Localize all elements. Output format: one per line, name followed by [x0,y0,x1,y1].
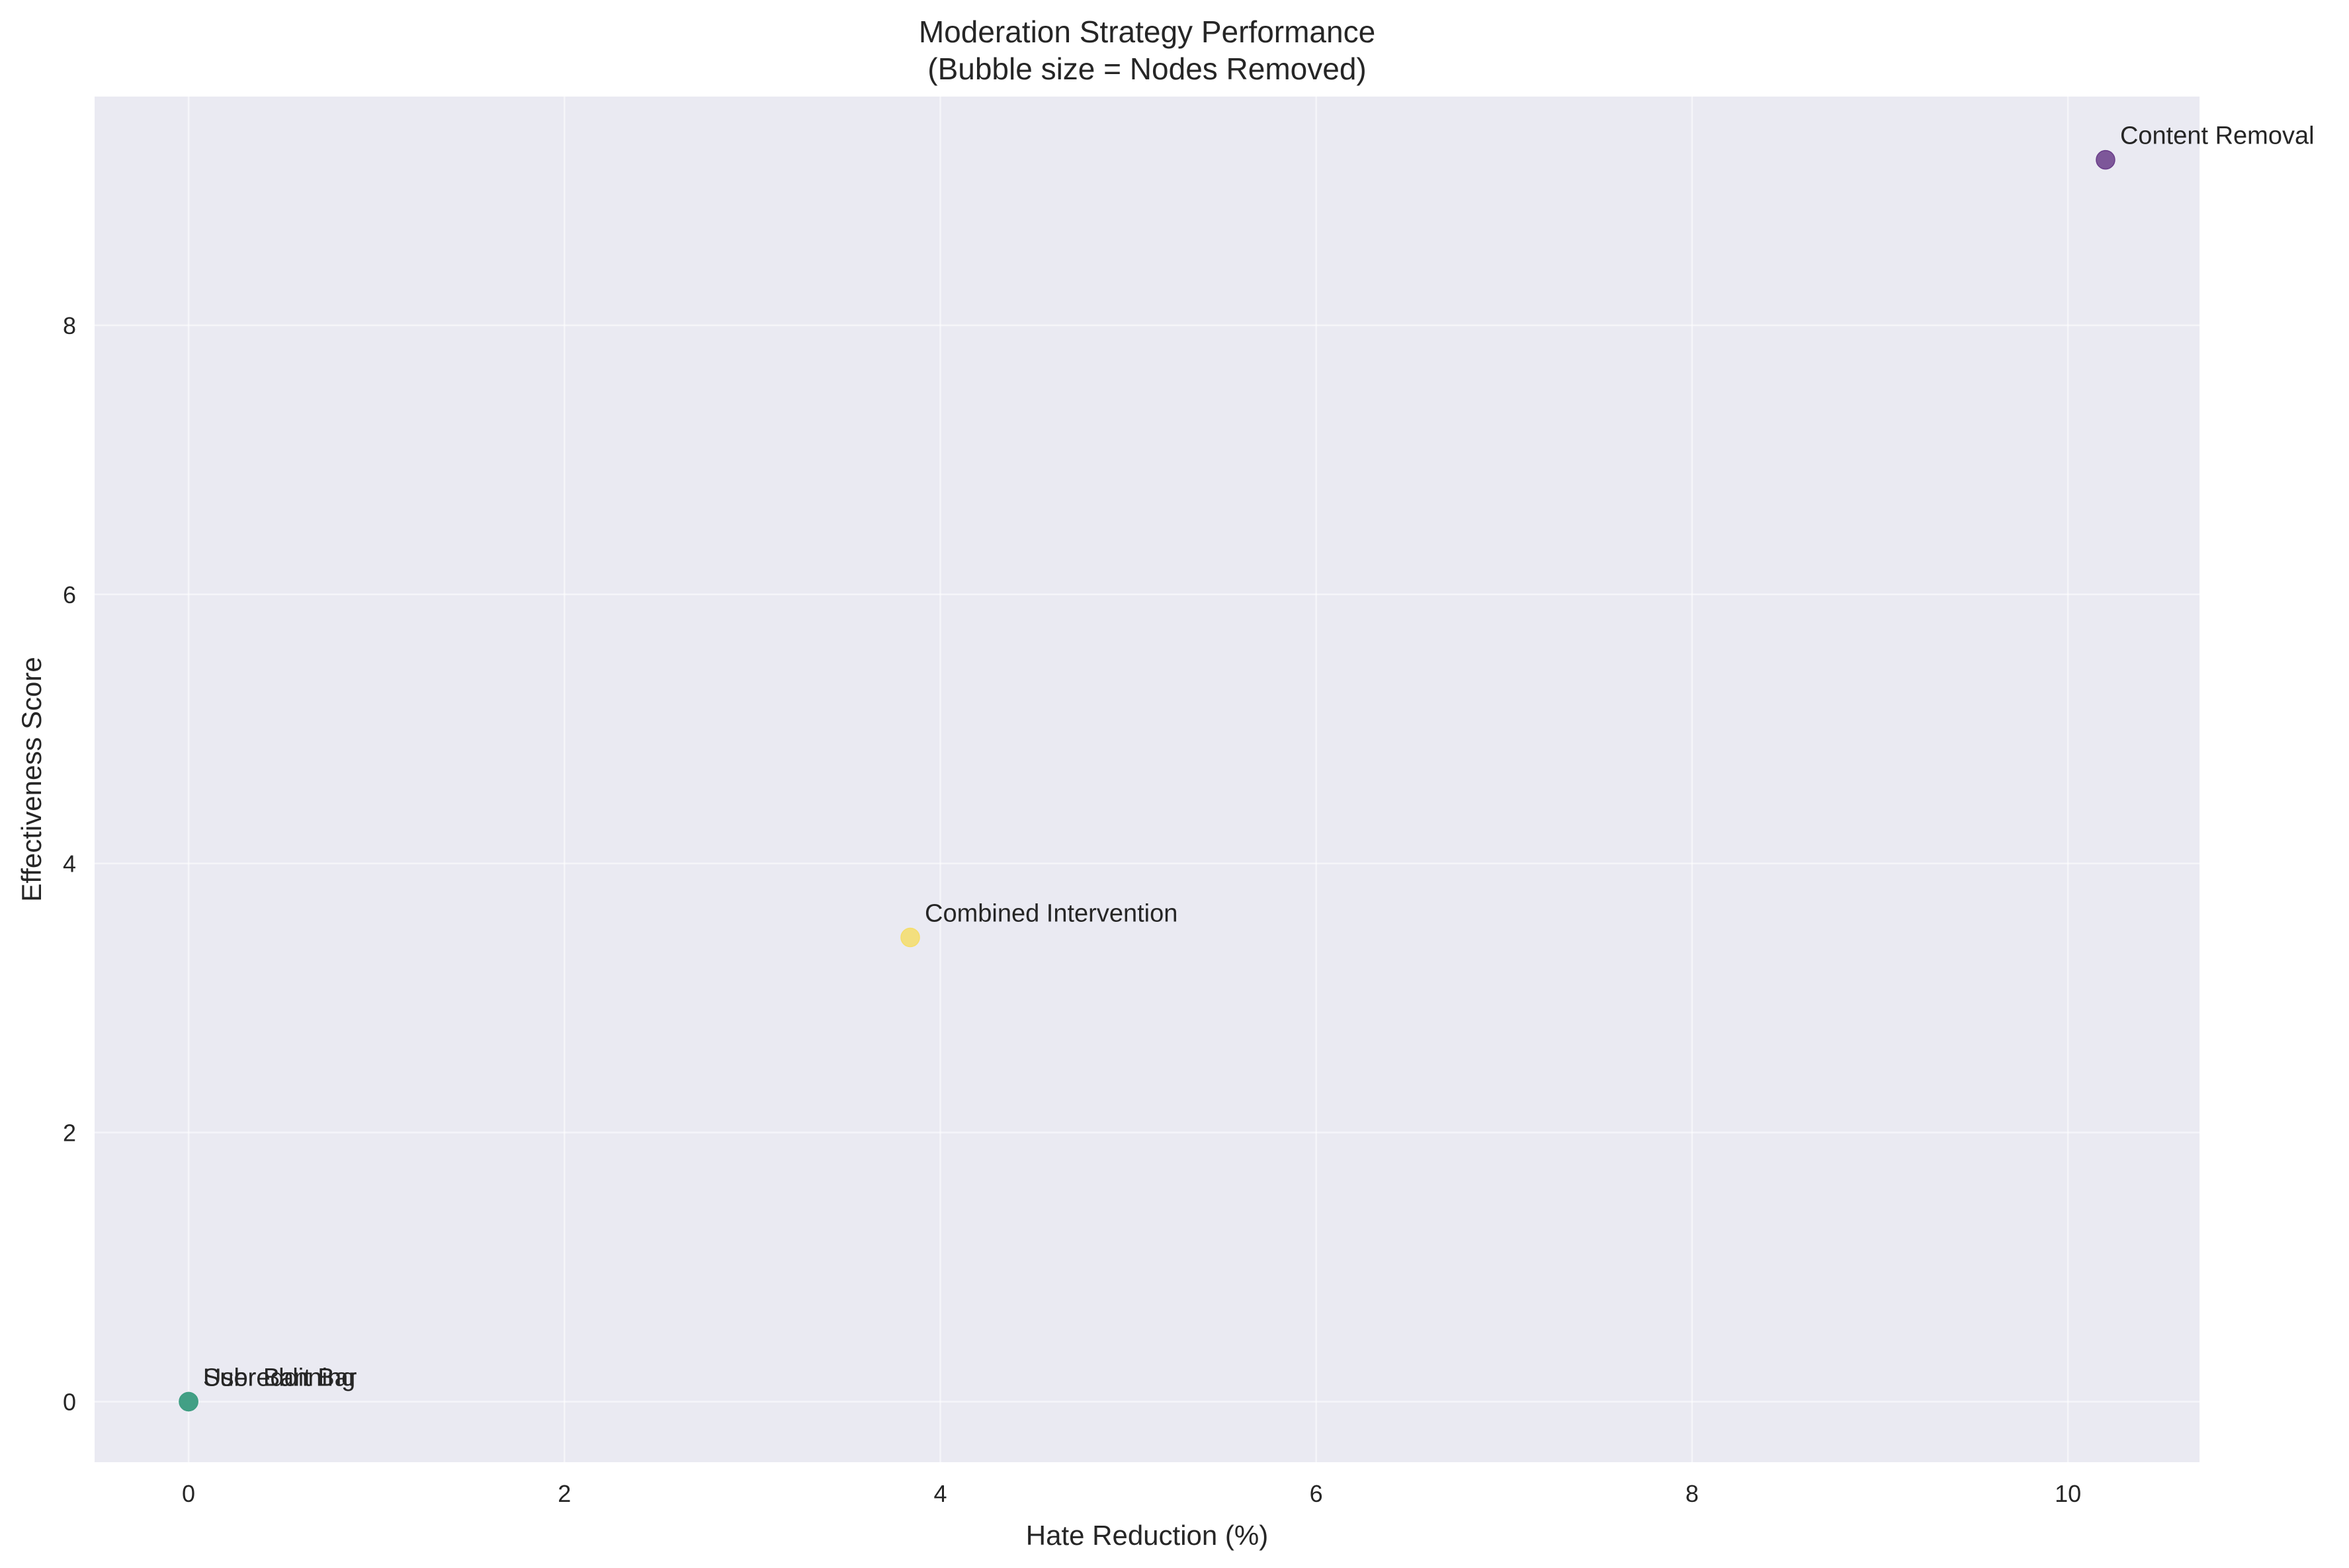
point-label: Combined Intervention [925,900,1177,928]
point-label: Subreddit Bar [203,1364,357,1391]
x-tick-label: 6 [1310,1480,1323,1507]
chart-title-line-2: (Bubble size = Nodes Removed) [927,52,1367,86]
x-axis-ticks: 0 2 4 6 8 10 [182,1480,2081,1507]
scatter-point [2096,149,2115,170]
y-tick-label: 2 [63,1120,76,1147]
data-points [179,149,2115,1412]
chart-title-line-1: Moderation Strategy Performance [919,15,1375,49]
plot-area [95,97,2200,1462]
point-label: User Banning [203,1364,355,1391]
grid-lines [95,97,2200,1462]
scatter-point [900,927,920,948]
point-label: Content Removal [2120,122,2315,150]
y-axis-ticks: 0 2 4 6 8 [63,312,76,1416]
x-tick-label: 0 [182,1480,195,1507]
x-tick-label: 8 [1686,1480,1699,1507]
y-tick-label: 6 [63,581,76,608]
x-axis-label: Hate Reduction (%) [1026,1520,1269,1551]
y-tick-label: 0 [63,1388,76,1415]
y-axis-label: Effectiveness Score [16,657,47,901]
scatter-point [179,1391,198,1412]
point-annotations: Content Removal Combined Intervention User… [203,122,2314,1392]
y-tick-label: 8 [63,312,76,339]
x-tick-label: 2 [558,1480,571,1507]
y-tick-label: 4 [63,850,76,878]
x-tick-label: 10 [2055,1480,2081,1507]
x-tick-label: 4 [933,1480,947,1507]
